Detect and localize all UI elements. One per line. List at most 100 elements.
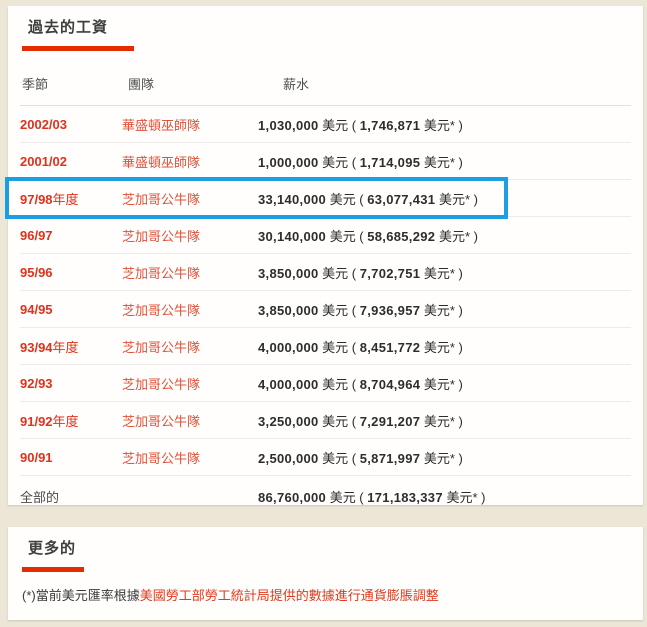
salary-cell: 4,000,000 美元 ( 8,451,772 美元* ) [258, 337, 631, 356]
season-label: 97/98 [20, 191, 53, 207]
season-label: 91/92 [20, 413, 53, 429]
salary-amount: 33,140,000 [258, 191, 327, 207]
table-row: 91/92年度 芝加哥公牛隊 3,250,000 美元 ( 7,291,207 … [20, 402, 631, 439]
footnote-link[interactable]: 美國勞工部勞工統計局提供的數據進行通貨膨脹調整 [139, 588, 439, 603]
table-row: 97/98年度 芝加哥公牛隊 33,140,000 美元 ( 63,077,43… [5, 177, 631, 219]
total-amount: 86,760,000 [258, 489, 327, 505]
team-link[interactable]: 芝加哥公牛隊 [122, 450, 201, 466]
salary-cell: 1,000,000 美元 ( 1,714,095 美元* ) [258, 152, 631, 171]
team-link[interactable]: 芝加哥公牛隊 [122, 228, 201, 244]
footnote-prefix: (*)當前美元匯率根據 [22, 588, 140, 603]
currency-open: 美元 ( [326, 489, 368, 505]
total-row: 全部的 86,760,000 美元 ( 171,183,337 美元* ) [20, 476, 631, 516]
season-cell: 2002/03 [20, 117, 122, 132]
season-cell: 94/95 [20, 302, 122, 317]
team-link[interactable]: 芝加哥公牛隊 [122, 413, 201, 429]
salary-adjusted: 8,451,772 [359, 339, 421, 355]
currency-open: 美元 ( [318, 339, 360, 355]
more-accent-bar [22, 567, 84, 572]
salary-amount: 4,000,000 [258, 339, 319, 355]
salary-cell: 3,250,000 美元 ( 7,291,207 美元* ) [258, 411, 631, 430]
salary-adjusted: 63,077,431 [367, 191, 436, 207]
team-link[interactable]: 芝加哥公牛隊 [122, 265, 201, 281]
season-cell: 92/93 [20, 376, 122, 391]
more-card: 更多的 (*)當前美元匯率根據美國勞工部勞工統計局提供的數據進行通貨膨脹調整 [8, 527, 643, 620]
currency-close: 美元* ) [420, 450, 463, 466]
salary-amount: 30,140,000 [258, 228, 327, 244]
season-cell: 97/98年度 [20, 189, 122, 208]
season-label: 93/94 [20, 339, 53, 355]
table-row: 95/96 芝加哥公牛隊 3,850,000 美元 ( 7,702,751 美元… [20, 254, 631, 291]
season-cell: 90/91 [20, 450, 122, 465]
table-row: 93/94年度 芝加哥公牛隊 4,000,000 美元 ( 8,451,772 … [20, 328, 631, 365]
team-link[interactable]: 華盛頓巫師隊 [122, 117, 201, 133]
past-salary-title: 過去的工資 [28, 19, 109, 36]
total-salary-cell: 86,760,000 美元 ( 171,183,337 美元* ) [258, 487, 631, 506]
currency-open: 美元 ( [326, 191, 368, 207]
table-row: 2002/03 華盛頓巫師隊 1,030,000 美元 ( 1,746,871 … [20, 106, 631, 143]
currency-open: 美元 ( [318, 450, 360, 466]
season-cell: 96/97 [20, 228, 122, 243]
salary-amount: 4,000,000 [258, 376, 319, 392]
season-cell: 2001/02 [20, 154, 122, 169]
past-salary-card: 過去的工資 季節 團隊 薪水 2002/03 華盛頓巫師隊 1,030,000 … [5, 6, 643, 505]
total-label: 全部的 [20, 489, 60, 505]
total-adjusted: 171,183,337 [367, 489, 443, 505]
team-link[interactable]: 芝加哥公牛隊 [122, 191, 201, 207]
season-label: 90/91 [20, 449, 53, 465]
salary-amount: 1,000,000 [258, 154, 319, 170]
currency-open: 美元 ( [318, 154, 360, 170]
season-label: 2001/02 [20, 153, 67, 169]
footnote: (*)當前美元匯率根據美國勞工部勞工統計局提供的數據進行通貨膨脹調整 [22, 585, 631, 604]
column-header-salary: 薪水 [283, 76, 310, 92]
currency-close: 美元* ) [435, 191, 478, 207]
salary-adjusted: 1,746,871 [359, 117, 421, 133]
team-link[interactable]: 芝加哥公牛隊 [122, 302, 201, 318]
salary-amount: 2,500,000 [258, 450, 319, 466]
salary-amount: 3,250,000 [258, 413, 319, 429]
salary-adjusted: 7,291,207 [359, 413, 421, 429]
currency-close: 美元* ) [420, 413, 463, 429]
salary-amount: 1,030,000 [258, 117, 319, 133]
table-row: 94/95 芝加哥公牛隊 3,850,000 美元 ( 7,936,957 美元… [20, 291, 631, 328]
salary-cell: 33,140,000 美元 ( 63,077,431 美元* ) [258, 189, 631, 208]
table-row: 2001/02 華盛頓巫師隊 1,000,000 美元 ( 1,714,095 … [20, 143, 631, 180]
currency-open: 美元 ( [318, 413, 360, 429]
season-cell: 95/96 [20, 265, 122, 280]
salary-adjusted: 58,685,292 [367, 228, 436, 244]
table-row: 90/91 芝加哥公牛隊 2,500,000 美元 ( 5,871,997 美元… [20, 439, 631, 476]
team-link[interactable]: 芝加哥公牛隊 [122, 339, 201, 355]
currency-open: 美元 ( [318, 302, 360, 318]
season-label: 96/97 [20, 227, 53, 243]
season-suffix: 年度 [52, 339, 79, 355]
salary-cell: 3,850,000 美元 ( 7,936,957 美元* ) [258, 300, 631, 319]
salary-table-body: 2002/03 華盛頓巫師隊 1,030,000 美元 ( 1,746,871 … [5, 106, 631, 476]
season-label: 94/95 [20, 301, 53, 317]
salary-cell: 4,000,000 美元 ( 8,704,964 美元* ) [258, 374, 631, 393]
salary-cell: 30,140,000 美元 ( 58,685,292 美元* ) [258, 226, 631, 245]
currency-open: 美元 ( [326, 228, 368, 244]
currency-open: 美元 ( [318, 117, 360, 133]
salary-adjusted: 8,704,964 [359, 376, 421, 392]
title-accent-bar [22, 46, 134, 51]
table-row: 92/93 芝加哥公牛隊 4,000,000 美元 ( 8,704,964 美元… [20, 365, 631, 402]
currency-open: 美元 ( [318, 265, 360, 281]
team-link[interactable]: 芝加哥公牛隊 [122, 376, 201, 392]
currency-close: 美元* ) [420, 117, 463, 133]
currency-close: 美元* ) [420, 265, 463, 281]
season-suffix: 年度 [52, 191, 79, 207]
season-cell: 91/92年度 [20, 411, 122, 430]
salary-cell: 2,500,000 美元 ( 5,871,997 美元* ) [258, 448, 631, 467]
currency-close: 美元* ) [442, 489, 486, 505]
salary-cell: 3,850,000 美元 ( 7,702,751 美元* ) [258, 263, 631, 282]
table-header-row: 季節 團隊 薪水 [20, 61, 631, 106]
season-label: 95/96 [20, 264, 53, 280]
season-label: 2002/03 [20, 116, 67, 132]
team-link[interactable]: 華盛頓巫師隊 [122, 154, 201, 170]
currency-open: 美元 ( [318, 376, 360, 392]
salary-adjusted: 5,871,997 [359, 450, 421, 466]
salary-adjusted: 1,714,095 [359, 154, 421, 170]
salary-amount: 3,850,000 [258, 265, 319, 281]
salary-amount: 3,850,000 [258, 302, 319, 318]
salary-adjusted: 7,936,957 [359, 302, 421, 318]
